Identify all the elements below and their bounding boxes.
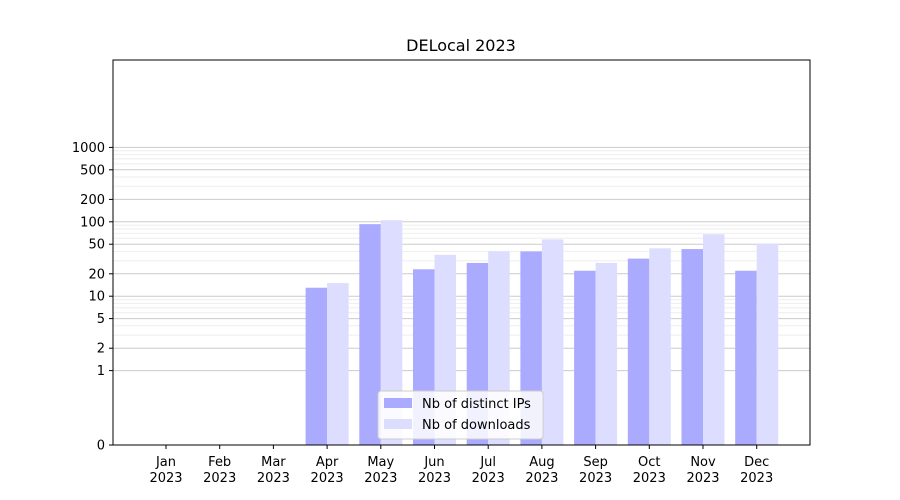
legend-box bbox=[377, 390, 544, 440]
bar-distinct-ips bbox=[305, 287, 328, 445]
y-tick-label: 1 bbox=[97, 364, 105, 379]
x-tick-label-year: 2023 bbox=[525, 471, 558, 486]
x-tick-label-month: Oct bbox=[638, 455, 660, 470]
bar-distinct-ips bbox=[627, 258, 650, 445]
y-axis: 0 1 2 5 10 20 50 100 200 500 1000 bbox=[72, 141, 113, 454]
y-tick-label: 10 bbox=[88, 290, 105, 305]
legend: Nb of distinct IPs Nb of downloads bbox=[377, 390, 544, 440]
legend-label-ips: Nb of distinct IPs bbox=[422, 397, 531, 412]
x-tick-label-year: 2023 bbox=[257, 471, 290, 486]
chart-title: DELocal 2023 bbox=[406, 36, 516, 55]
bar-downloads bbox=[703, 234, 725, 445]
x-tick-label-month: Nov bbox=[690, 455, 716, 470]
bar-downloads bbox=[756, 243, 779, 445]
y-tick-label: 0 bbox=[97, 439, 105, 454]
bar-distinct-ips bbox=[681, 249, 703, 445]
x-tick-label-month: Feb bbox=[208, 455, 231, 470]
plot-frame bbox=[112, 59, 811, 446]
bar-downloads bbox=[380, 220, 403, 445]
x-tick-label-month: Jun bbox=[423, 455, 444, 470]
x-tick-label-month: Jul bbox=[479, 455, 496, 470]
x-tick-label-year: 2023 bbox=[579, 471, 612, 486]
y-tick-label: 200 bbox=[80, 193, 105, 208]
y-tick-label: 2 bbox=[97, 342, 105, 357]
x-tick-label-year: 2023 bbox=[686, 471, 719, 486]
y-tick-label: 50 bbox=[88, 238, 105, 253]
x-tick-label-year: 2023 bbox=[203, 471, 236, 486]
x-tick-label-year: 2023 bbox=[633, 471, 666, 486]
bar-downloads bbox=[649, 248, 671, 445]
x-tick-label-month: Aug bbox=[529, 455, 554, 470]
x-tick-label-month: Apr bbox=[316, 455, 339, 470]
bar-downloads bbox=[541, 239, 564, 445]
y-tick-label: 5 bbox=[97, 312, 105, 327]
y-tick-label: 100 bbox=[80, 215, 105, 230]
x-tick-label-month: Mar bbox=[261, 455, 286, 470]
bar-downloads bbox=[595, 262, 618, 445]
x-tick-label-year: 2023 bbox=[418, 471, 451, 486]
x-tick-label-year: 2023 bbox=[149, 471, 182, 486]
x-tick-label-year: 2023 bbox=[472, 471, 505, 486]
x-tick-label-month: Jan bbox=[155, 455, 176, 470]
x-tick-label-year: 2023 bbox=[364, 471, 397, 486]
x-tick-label-year: 2023 bbox=[740, 471, 773, 486]
legend-label-downloads: Nb of downloads bbox=[422, 418, 531, 433]
x-axis: Jan2023Feb2023Mar2023Apr2023May2023Jun20… bbox=[149, 445, 773, 486]
bar-distinct-ips bbox=[574, 270, 596, 445]
y-tick-label: 1000 bbox=[72, 141, 105, 156]
bar-downloads bbox=[327, 283, 349, 445]
bar-distinct-ips bbox=[735, 270, 757, 445]
y-tick-label: 500 bbox=[80, 163, 105, 178]
x-tick-label-year: 2023 bbox=[311, 471, 344, 486]
x-tick-label-month: May bbox=[367, 455, 394, 470]
bar-distinct-ips bbox=[359, 224, 381, 445]
y-tick-label: 20 bbox=[88, 267, 105, 282]
legend-swatch-downloads bbox=[384, 419, 412, 429]
x-tick-label-month: Sep bbox=[583, 455, 608, 470]
legend-swatch-ips bbox=[384, 398, 412, 408]
x-tick-label-month: Dec bbox=[744, 455, 769, 470]
